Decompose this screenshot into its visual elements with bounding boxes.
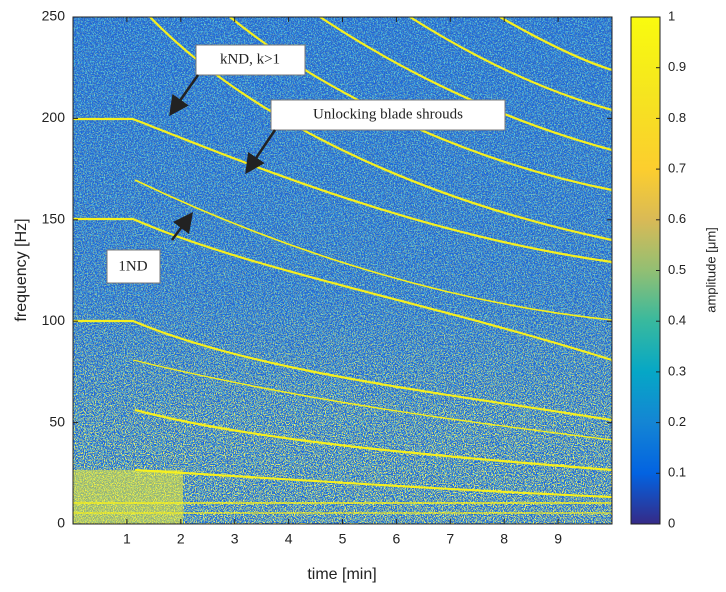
- x-tick-label: 9: [554, 531, 562, 547]
- colorbar-tick-label: 0.3: [668, 363, 686, 378]
- colorbar-tick-label: 0: [668, 515, 675, 530]
- colorbar: [630, 16, 661, 525]
- annotation: kND, k>1 Unlocking blade shrouds 1ND: [106, 44, 506, 284]
- y-tick-label: 100: [42, 312, 66, 328]
- colorbar-tick-label: 0.7: [668, 161, 686, 176]
- annotation-text: kND, k>1: [220, 51, 280, 67]
- x-axis-label: time [min]: [307, 566, 376, 583]
- x-tick-label: 5: [339, 531, 347, 547]
- x-tick-label: 3: [231, 531, 239, 547]
- y-tick-label: 0: [57, 515, 65, 531]
- annotation-text: 1ND: [118, 258, 147, 274]
- y-tick-label: 150: [42, 211, 66, 227]
- colorbar-tick-label: 0.1: [668, 465, 686, 480]
- annotation-text: Unlocking blade shrouds: [313, 106, 463, 122]
- colorbar-tick-label: 0.4: [668, 313, 686, 328]
- colorbar-tick-label: 0.8: [668, 110, 686, 125]
- x-tick-label: 8: [500, 531, 508, 547]
- x-tick-label: 6: [393, 531, 401, 547]
- x-tick-label: 4: [285, 531, 293, 547]
- x-tick-label: 2: [177, 531, 185, 547]
- colorbar-tick-label: 0.6: [668, 211, 686, 226]
- y-tick-label: 50: [49, 413, 65, 429]
- colorbar-tick-label: 0.9: [668, 59, 686, 74]
- y-tick-label: 200: [42, 109, 66, 125]
- y-tick-label: 250: [42, 8, 66, 24]
- y-axis-label: frequency [Hz]: [13, 218, 30, 321]
- colorbar-tick-label: 1: [668, 8, 675, 23]
- x-tick-label: 1: [123, 531, 131, 547]
- colorbar-tick-label: 0.5: [668, 262, 686, 277]
- x-tick-label: 7: [446, 531, 454, 547]
- colorbar-tick-label: 0.2: [668, 414, 686, 429]
- colorbar-label: amplitude [μm]: [703, 227, 718, 313]
